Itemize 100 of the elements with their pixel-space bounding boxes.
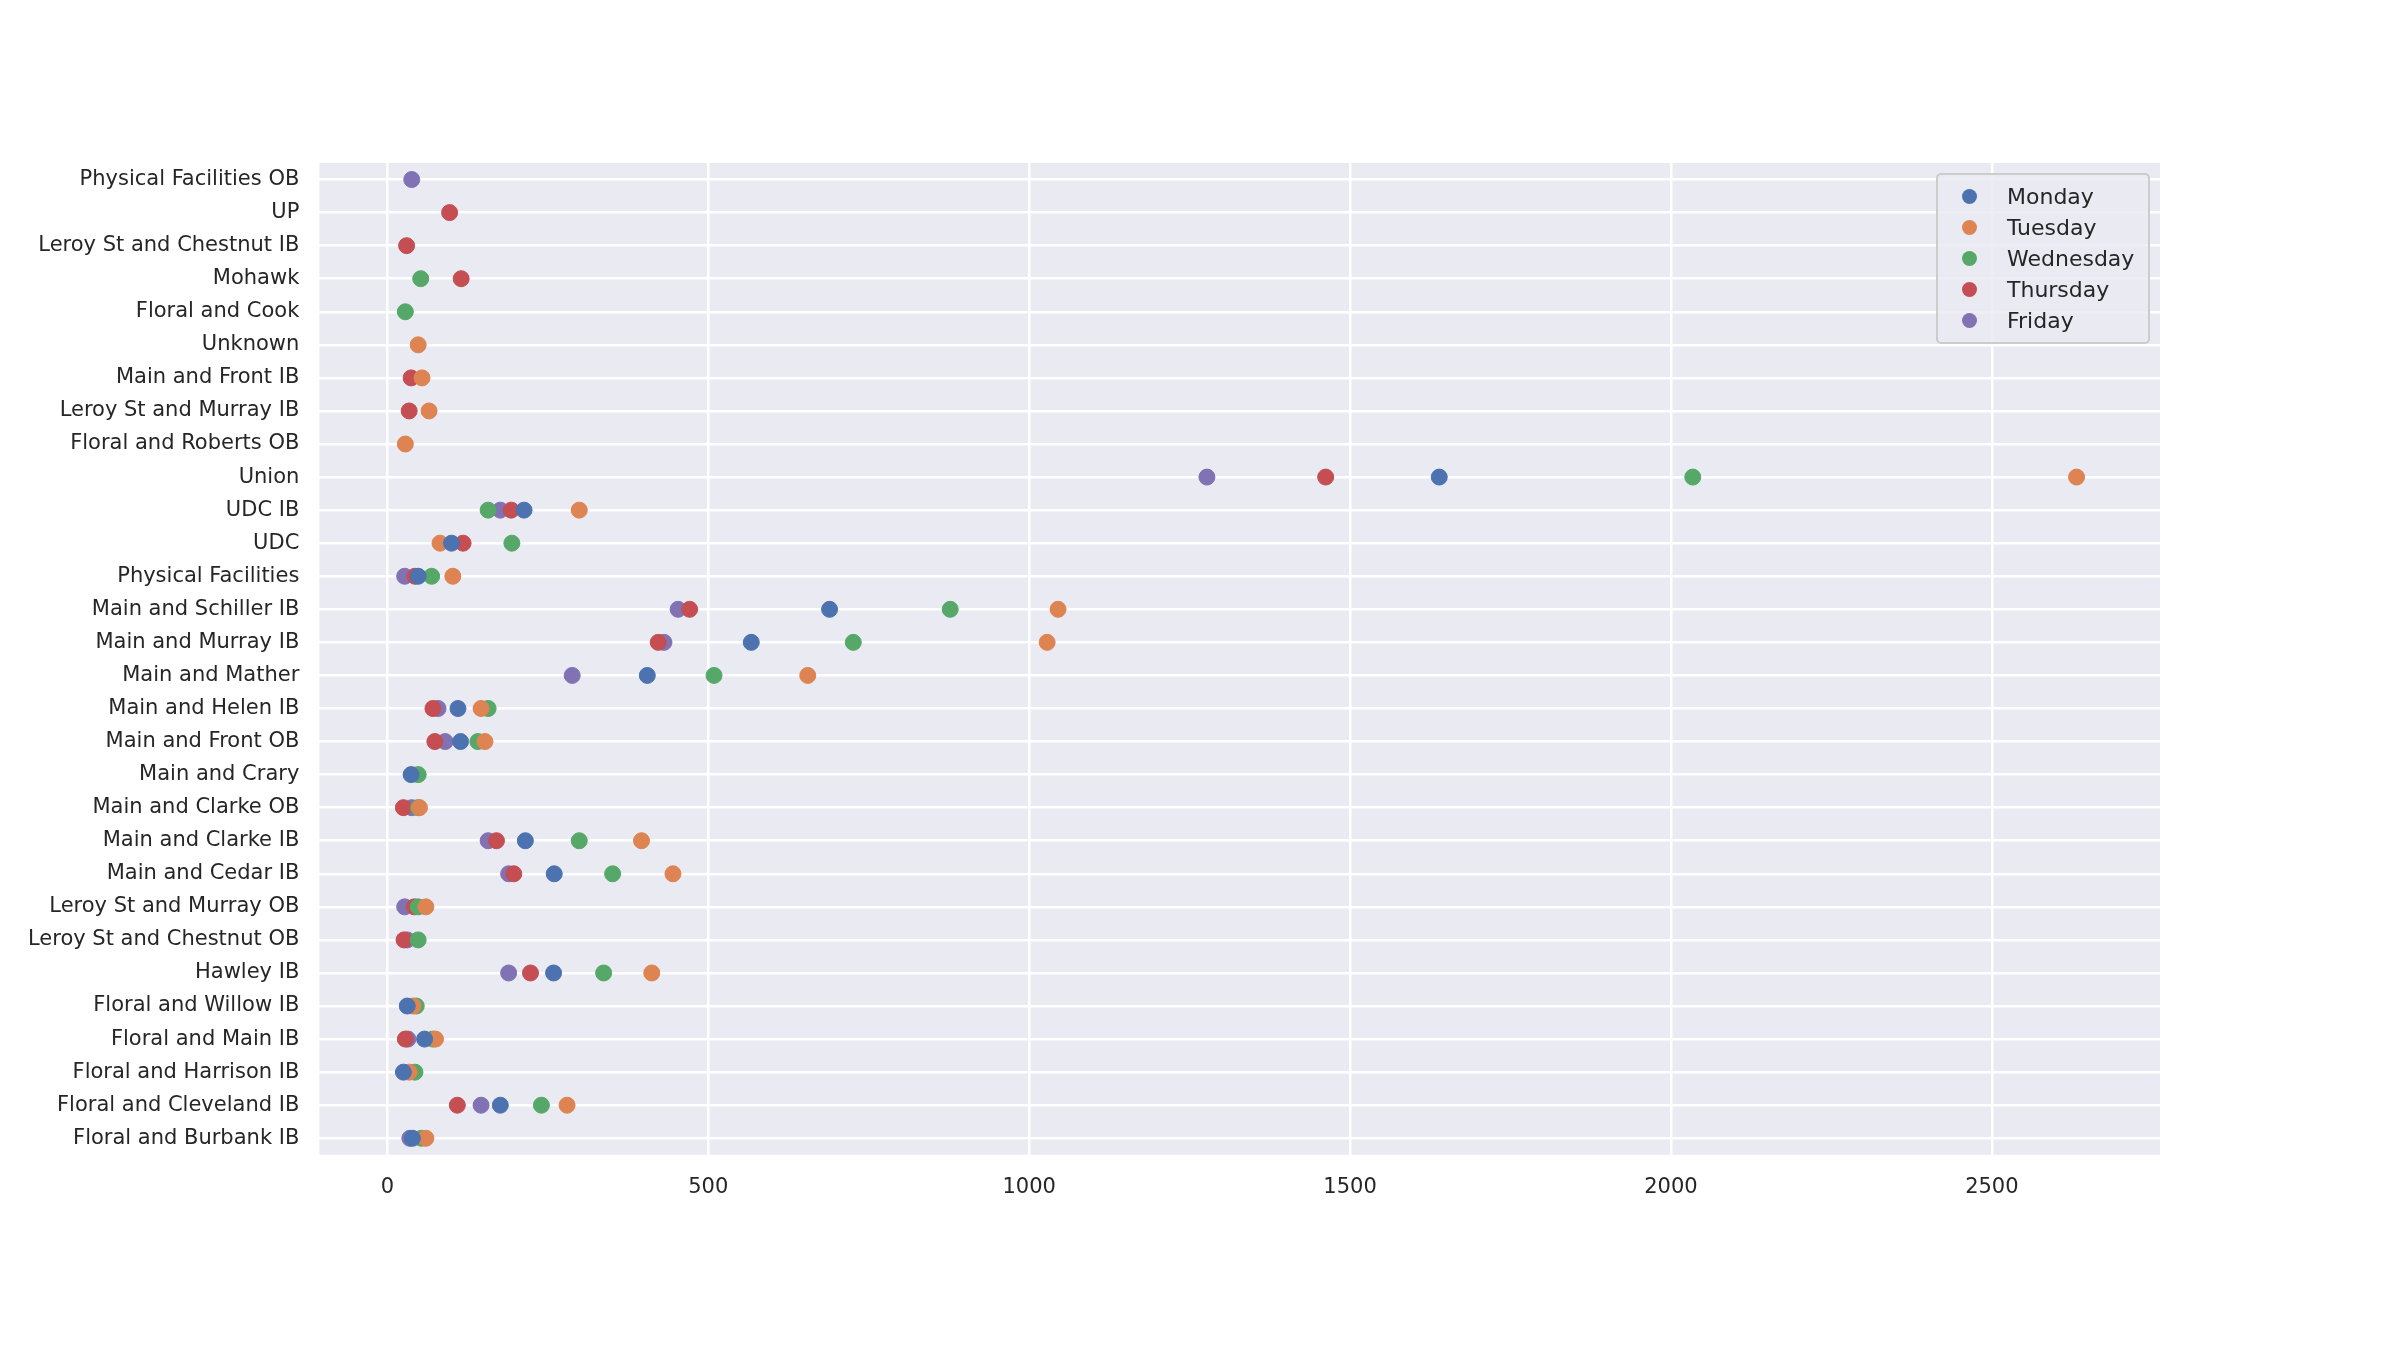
point [476,733,494,751]
point [516,832,534,850]
y-tick-label: UP [271,199,300,224]
y-tick-label: Leroy St and Chestnut OB [27,926,300,951]
y-tick-label: Main and Helen IB [108,694,300,719]
point [1038,633,1056,651]
point [400,402,418,420]
point [1317,468,1335,486]
x-tick-label: 2000 [1644,1173,1698,1198]
y-tick-label: Floral and Roberts OB [70,430,300,455]
point [649,633,667,651]
y-tick-label: Main and Schiller IB [91,595,300,620]
point [1049,600,1067,618]
y-tick-label: Physical Facilities OB [79,165,300,190]
point [558,1096,576,1114]
point [570,832,588,850]
point [409,336,427,354]
point [595,964,613,982]
point [448,1096,466,1114]
x-tick-label: 1500 [1323,1173,1377,1198]
point [423,567,441,585]
point [398,237,416,255]
x-tick-label: 1000 [1002,1173,1056,1198]
point [844,633,862,651]
point [532,1096,550,1114]
y-tick-label: Floral and Willow IB [93,992,300,1017]
point [444,567,462,585]
point [1198,468,1216,486]
point [472,1096,490,1114]
point [403,171,421,189]
point [681,600,699,618]
point [452,733,470,751]
point [420,402,438,420]
point [570,501,588,519]
y-tick-label: Floral and Cleveland IB [56,1091,300,1116]
point [491,1096,509,1114]
point [705,666,723,684]
y-tick-label: Main and Cedar IB [106,860,300,885]
point [545,964,563,982]
legend-label: Monday [2007,184,2094,209]
legend-label: Wednesday [2007,246,2135,271]
point [505,865,523,883]
point [409,931,427,949]
point [412,270,430,288]
y-tick-label: Main and Clarke IB [102,827,300,852]
point [479,501,497,519]
point [1430,468,1448,486]
y-tick-label: Leroy St and Chestnut IB [38,232,300,257]
point [799,666,817,684]
point [643,964,661,982]
legend-label: Friday [2007,308,2074,333]
point [563,666,581,684]
y-tick-label: Leroy St and Murray OB [49,893,300,918]
point [396,303,414,321]
point [449,699,467,717]
legend-label: Thursday [2007,277,2110,302]
y-tick-label: Leroy St and Murray IB [59,397,300,422]
point [402,766,420,784]
y-tick-label: Unknown [201,331,300,356]
y-tick-label: Mohawk [212,265,301,290]
y-tick-label: UDC IB [225,496,300,521]
y-tick-label: Union [238,463,300,488]
point [487,832,505,850]
y-tick-label: Main and Murray IB [95,628,300,653]
y-tick-label: UDC [253,529,300,554]
point [633,832,651,850]
y-tick-label: Floral and Harrison IB [72,1058,300,1083]
point [443,534,461,552]
point [941,600,959,618]
point [417,898,435,916]
y-tick-label: Floral and Cook [135,298,301,323]
x-tick-label: 2500 [1965,1173,2019,1198]
point [426,733,444,751]
point [394,799,412,817]
point [472,699,490,717]
x-tick-label: 0 [380,1173,395,1198]
point [500,964,518,982]
y-tick-label: Main and Front OB [105,728,300,752]
legend-label: Tuesday [2007,215,2097,240]
point [515,501,533,519]
point [821,600,839,618]
y-tick-label: Physical Facilities [117,562,300,587]
point [416,1030,434,1048]
point [441,204,459,222]
point [417,1129,435,1147]
point [452,270,470,288]
point [503,534,521,552]
y-tick-label: Hawley IB [195,959,300,984]
point [413,369,431,387]
point [424,699,442,717]
point [398,997,416,1015]
point [638,666,656,684]
point [545,865,563,883]
y-tick-label: Floral and Burbank IB [73,1124,300,1149]
y-tick-label: Floral and Main IB [110,1025,300,1050]
point [604,865,622,883]
point [2068,468,2086,486]
y-tick-label: Main and Mather [122,661,300,686]
point [394,1063,412,1081]
point [664,865,682,883]
